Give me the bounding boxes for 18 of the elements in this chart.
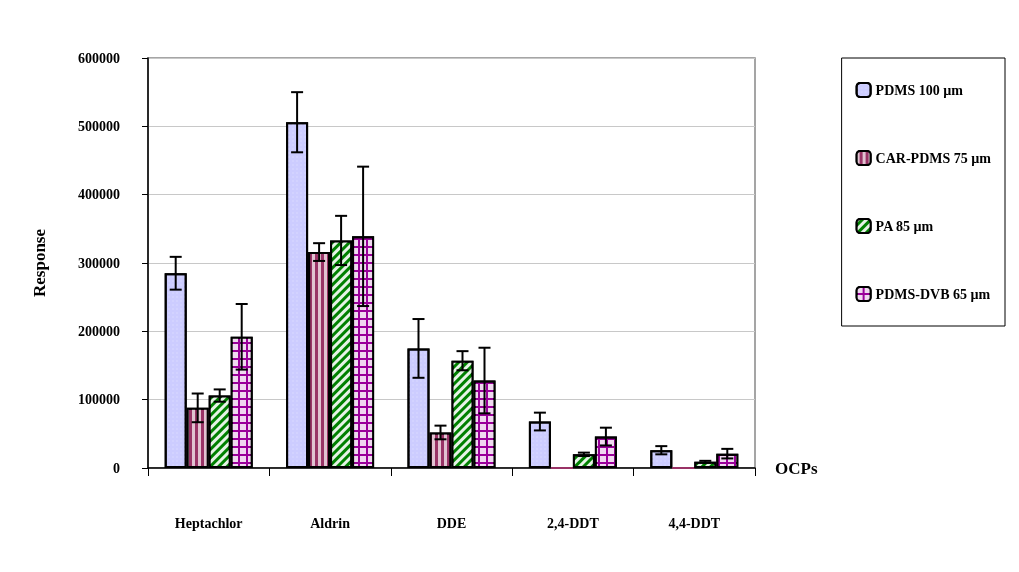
legend-label: PDMS 100 µm	[875, 82, 964, 98]
y-tick-label: 300000	[78, 255, 120, 271]
y-tick-label: 500000	[78, 118, 120, 134]
x-axis-title: OCPs	[775, 458, 818, 478]
y-tick-label: 400000	[78, 187, 120, 203]
x-tick-label: DDE	[436, 515, 467, 531]
y-tick-label: 100000	[78, 392, 120, 408]
legend-label: CAR-PDMS 75 µm	[875, 150, 992, 166]
y-tick-label: 0	[113, 460, 120, 476]
y-tick-label: 600000	[78, 50, 120, 66]
x-tick-label: 4,4-DDT	[668, 515, 721, 531]
x-tick-label: Aldrin	[310, 515, 351, 531]
legend-label: PA 85 µm	[875, 218, 934, 234]
y-tick-label: 200000	[78, 323, 120, 339]
legend-label: PDMS-DVB 65 µm	[875, 286, 991, 302]
x-tick-label: Heptachlor	[174, 515, 243, 531]
y-axis-title: Response	[30, 228, 49, 298]
x-tick-label: 2,4-DDT	[547, 515, 600, 531]
